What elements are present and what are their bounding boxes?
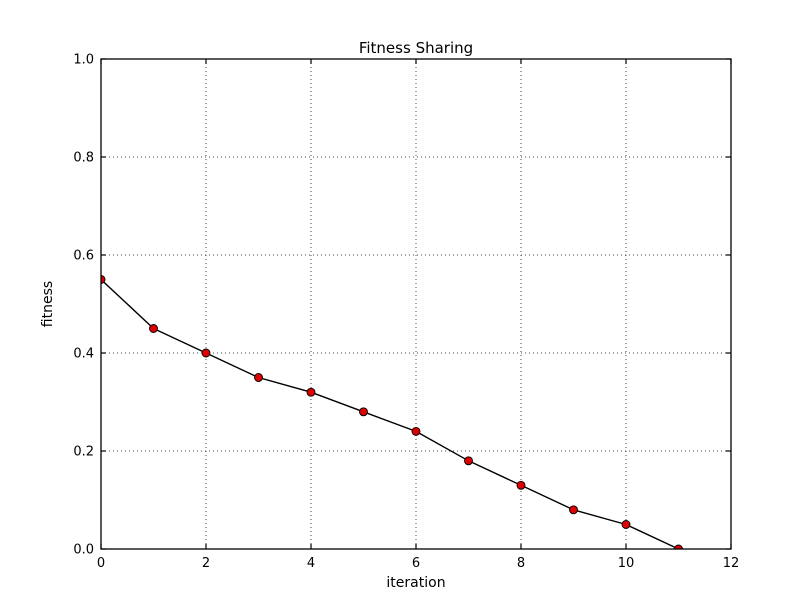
data-point-3 xyxy=(254,373,263,382)
y-tick-label: 0.0 xyxy=(73,543,94,558)
x-tick-label: 12 xyxy=(723,556,740,571)
y-tick-label: 0.2 xyxy=(73,445,94,460)
data-series xyxy=(101,275,683,549)
x-tick-label: 6 xyxy=(412,556,420,571)
tick-labels: 0 2 4 6 8 10 12 0.0 0.2 0.4 0.6 0.8 1.0 xyxy=(73,53,739,572)
x-tick-label: 2 xyxy=(202,556,210,571)
data-point-6 xyxy=(411,426,421,436)
plot-border xyxy=(100,58,732,550)
y-tick-label: 0.6 xyxy=(73,249,94,264)
data-point-1 xyxy=(149,324,158,333)
x-tick-label: 4 xyxy=(307,556,315,571)
data-point-4 xyxy=(306,387,316,397)
data-point-7 xyxy=(464,456,473,466)
x-axis-label: iteration xyxy=(386,575,445,591)
data-point-10 xyxy=(621,520,631,529)
fitness-line xyxy=(101,278,679,549)
data-point-11 xyxy=(674,544,683,549)
x-tick-label: 8 xyxy=(517,556,525,571)
data-point-2 xyxy=(201,348,211,358)
x-tick-label: 10 xyxy=(618,556,635,571)
x-tick-label: 0 xyxy=(97,556,105,571)
y-tick-label: 0.4 xyxy=(73,347,94,362)
y-tick-label: 0.8 xyxy=(73,151,94,166)
grid-lines xyxy=(101,59,731,549)
data-point-8 xyxy=(516,480,526,490)
data-point-9 xyxy=(569,505,578,515)
y-axis-label: fitness xyxy=(40,281,56,327)
data-point-5 xyxy=(359,407,368,417)
chart-title: Fitness Sharing xyxy=(359,39,473,57)
y-tick-label: 1.0 xyxy=(73,53,94,68)
data-point-0 xyxy=(101,275,106,284)
